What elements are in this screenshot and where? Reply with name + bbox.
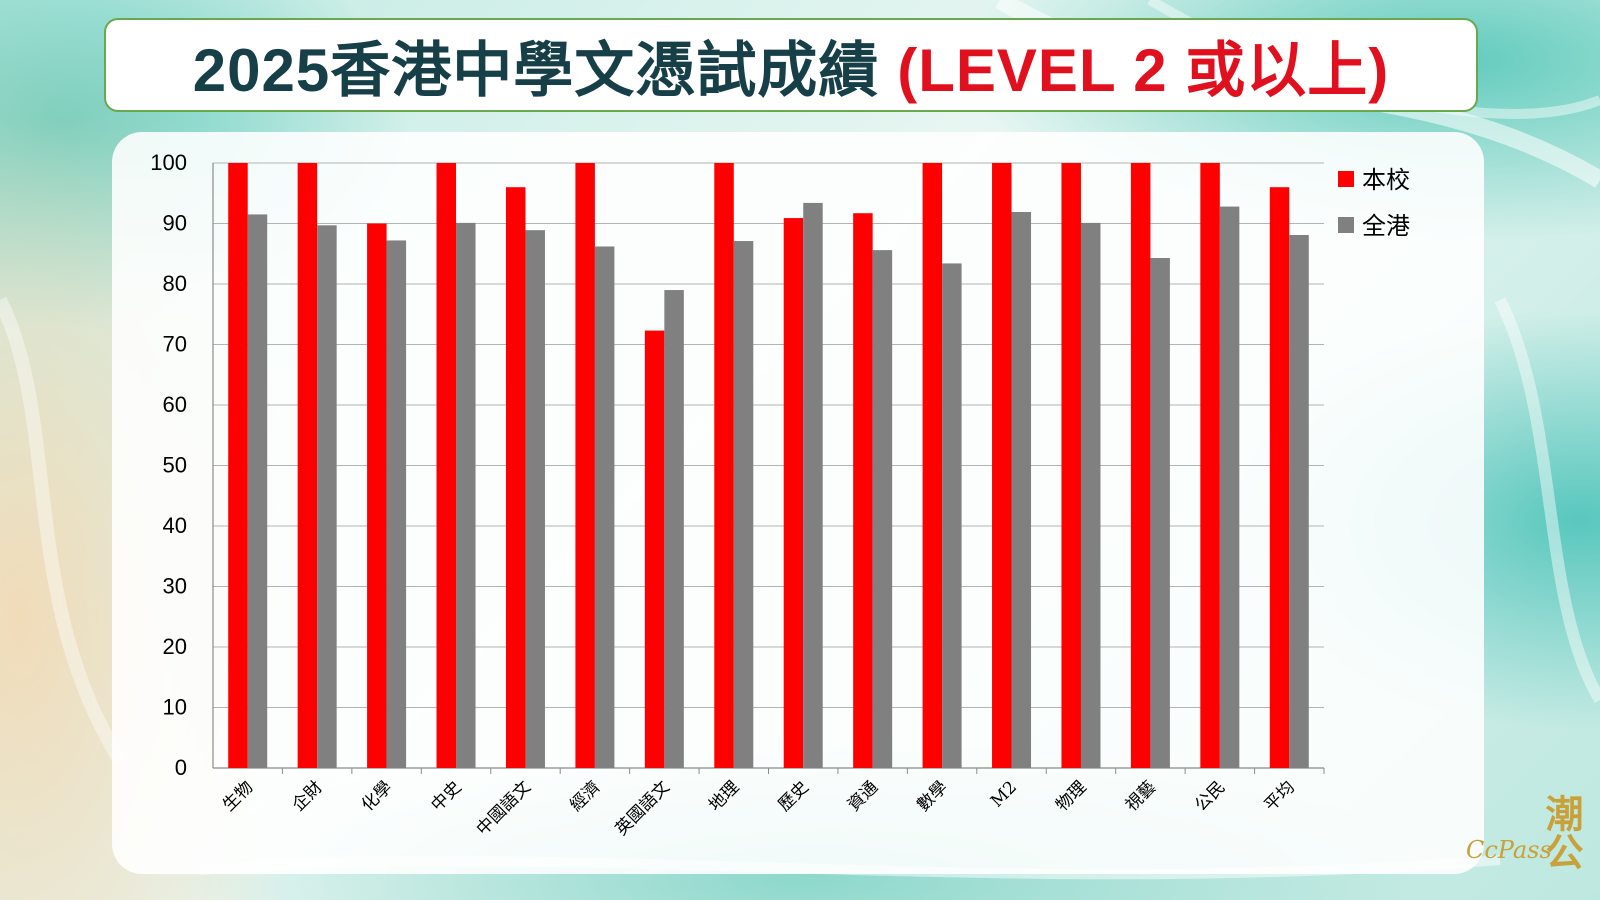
y-tick-label: 100 xyxy=(150,150,187,175)
bar-school xyxy=(783,218,804,768)
chart-panel: 0 10 20 30 40 50 60 70 80 90 100 生物 企財 化學 中史 中國語文 經濟 英國語文… xyxy=(112,132,1484,874)
bar-chart: 0 10 20 30 40 50 60 70 80 90 100 生物 企財 化學 中史 中國語文 經濟 英國語文… xyxy=(150,150,1410,840)
bar-territory xyxy=(803,202,823,768)
bar-school xyxy=(853,213,873,769)
bar-school xyxy=(228,163,248,768)
bar-school xyxy=(644,330,665,768)
bar-school xyxy=(714,163,734,768)
y-tick-label: 10 xyxy=(163,695,187,720)
page-title: 2025香港中學文憑試成績 xyxy=(192,36,880,104)
legend-label: 全港 xyxy=(1362,212,1410,240)
bar-school xyxy=(1130,163,1151,768)
bar-territory xyxy=(594,246,615,768)
x-tick-label: 中國語文 xyxy=(473,777,535,839)
bar-territory xyxy=(942,263,962,768)
logo-han-text: 潮公 xyxy=(1539,794,1584,870)
logo: 潮公 CcPass xyxy=(1462,790,1594,890)
bar-school xyxy=(575,163,595,768)
legend-swatch xyxy=(1338,217,1354,233)
bar-territory xyxy=(525,230,545,768)
bar-school xyxy=(436,163,457,768)
bar-territory xyxy=(664,290,684,768)
x-tick-label: 中史 xyxy=(427,777,465,815)
x-tick-label: M2 xyxy=(987,777,1021,811)
bar-territory xyxy=(1011,212,1032,768)
y-tick-label: 50 xyxy=(163,453,187,478)
legend-label: 本校 xyxy=(1362,166,1410,194)
x-tick-label: 歷史 xyxy=(775,777,813,815)
bar-territory xyxy=(247,214,268,769)
page-title-accent: (LEVEL 2 或以上) xyxy=(897,36,1390,104)
bar-school xyxy=(1269,187,1290,768)
x-tick-label: 資通 xyxy=(844,777,882,815)
x-tick-label: 物理 xyxy=(1052,777,1090,815)
bar-territory xyxy=(1289,234,1309,768)
bar-school xyxy=(367,223,387,768)
title-banner: 2025香港中學文憑試成績 (LEVEL 2 或以上) xyxy=(104,18,1478,112)
y-tick-label: 70 xyxy=(163,332,187,357)
bar-territory xyxy=(386,240,407,768)
bar-school xyxy=(1200,163,1220,768)
bar-school xyxy=(505,187,526,768)
bar-school xyxy=(1061,163,1081,768)
y-tick-label: 20 xyxy=(163,634,187,659)
x-tick-label: 數學 xyxy=(913,777,951,815)
x-tick-label: 生物 xyxy=(219,777,257,815)
bar-territory xyxy=(456,222,476,768)
legend-swatch xyxy=(1338,171,1354,187)
y-tick-label: 90 xyxy=(163,211,187,236)
y-tick-label: 30 xyxy=(163,574,187,599)
x-tick-label: 英國語文 xyxy=(612,777,674,839)
x-tick-label: 視藝 xyxy=(1122,777,1160,815)
x-tick-label: 化學 xyxy=(358,777,396,815)
x-tick-label: 平均 xyxy=(1261,777,1299,815)
bar-territory xyxy=(1219,206,1240,768)
bar-school xyxy=(992,163,1012,768)
bar-territory xyxy=(1080,222,1101,768)
y-tick-label: 60 xyxy=(163,392,187,417)
y-tick-label: 80 xyxy=(163,271,187,296)
y-tick-label: 0 xyxy=(175,755,187,780)
x-tick-label: 企財 xyxy=(289,777,327,815)
x-tick-label: 公民 xyxy=(1191,777,1229,815)
y-tick-label: 40 xyxy=(163,513,187,538)
logo-en-text: CcPass xyxy=(1466,836,1552,864)
bar-school xyxy=(922,163,943,768)
bar-territory xyxy=(733,241,754,769)
bar-territory xyxy=(1150,257,1170,768)
bar-territory xyxy=(317,225,337,768)
bar-school xyxy=(297,163,318,768)
x-tick-label: 經濟 xyxy=(566,777,604,815)
x-tick-label: 地理 xyxy=(705,777,743,815)
bar-territory xyxy=(872,250,893,768)
